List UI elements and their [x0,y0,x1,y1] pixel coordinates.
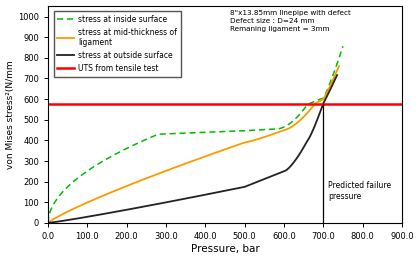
Text: 8"x13.85mm linepipe with defect
Defect size : D=24 mm
Remaning ligament = 3mm: 8"x13.85mm linepipe with defect Defect s… [230,10,351,31]
Text: Predicted failure
pressure: Predicted failure pressure [328,180,391,201]
Legend: stress at inside surface, stress at mid-thickness of
ligament, stress at outside: stress at inside surface, stress at mid-… [54,11,181,77]
X-axis label: Pressure, bar: Pressure, bar [191,244,260,254]
Y-axis label: von Mises stress²(N/mm: von Mises stress²(N/mm [6,60,15,169]
